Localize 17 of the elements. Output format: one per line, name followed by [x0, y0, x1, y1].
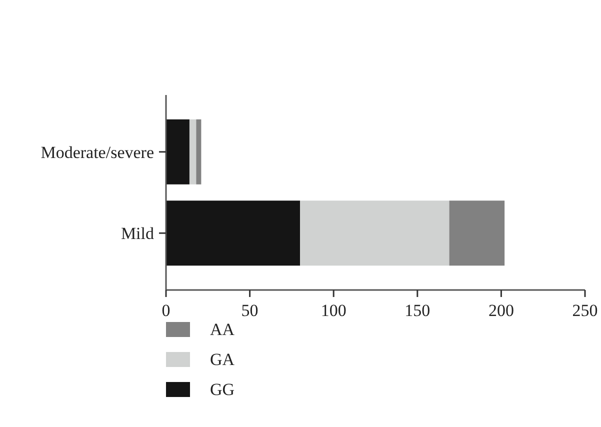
legend-label: AA: [210, 320, 236, 339]
bar: [196, 119, 202, 184]
x-tick-label: 100: [320, 301, 346, 320]
y-tick-label: Mild: [120, 224, 154, 244]
bar: [166, 200, 300, 266]
bar: [300, 200, 450, 266]
bar: [166, 119, 190, 184]
x-tick-label: 50: [241, 301, 258, 320]
y-tick-label: Moderate/severe: [40, 142, 154, 162]
bar: [449, 200, 505, 266]
legend-label: GA: [210, 350, 236, 369]
legend-label: GG: [210, 380, 235, 399]
x-tick-label: 250: [572, 301, 598, 320]
x-tick-label: 0: [162, 301, 170, 320]
bar: [189, 119, 196, 184]
x-tick-label: 200: [488, 301, 514, 320]
x-tick-label: 150: [404, 301, 430, 320]
